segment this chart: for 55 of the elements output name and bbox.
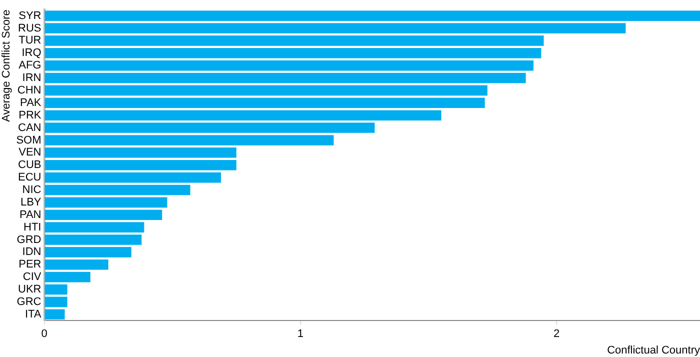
y-tick-label: CIV <box>22 271 42 284</box>
y-tick-label: CUB <box>18 159 42 172</box>
bar <box>44 247 132 258</box>
y-tick-label: IDN <box>22 246 42 258</box>
bar <box>44 60 534 71</box>
y-tick-label: GRC <box>16 296 42 308</box>
y-tick-label: IRN <box>22 72 42 84</box>
y-tick-label: IRQ <box>22 47 42 60</box>
bar <box>44 309 65 320</box>
y-tick-label: RUS <box>18 22 42 34</box>
bar <box>44 234 142 245</box>
y-tick-label: CAN <box>18 122 42 134</box>
y-tick-label: LBY <box>20 196 42 208</box>
bar <box>44 296 68 308</box>
bar <box>44 160 236 170</box>
y-tick-label: PAK <box>20 96 42 109</box>
y-tick-label: VEN <box>18 146 42 159</box>
bar <box>44 222 144 232</box>
y-axis-title: Average Conflict Score <box>0 10 13 122</box>
bar <box>44 23 626 34</box>
bar <box>44 172 221 183</box>
bar <box>44 272 90 282</box>
y-tick-label: HTI <box>24 221 42 234</box>
bar <box>44 98 485 108</box>
bar <box>44 110 442 120</box>
bar <box>44 48 542 58</box>
y-tick-label: PRK <box>18 109 42 122</box>
y-tick-label: AFG <box>18 60 42 72</box>
bar <box>44 36 544 46</box>
bar <box>44 148 236 158</box>
bar <box>44 197 168 208</box>
bar <box>44 85 488 96</box>
bar <box>44 122 375 133</box>
x-tick-label: 1 <box>297 328 304 340</box>
bar <box>44 184 190 196</box>
x-tick-label: 2 <box>553 328 560 340</box>
bar <box>44 10 700 21</box>
bar <box>44 210 162 220</box>
y-tick-label: PER <box>18 258 42 271</box>
bar <box>44 284 68 295</box>
y-tick-label: SOM <box>16 134 42 146</box>
y-tick-label: ITA <box>24 308 42 320</box>
y-tick-label: NIC <box>22 184 42 196</box>
bar <box>44 72 526 84</box>
bar <box>44 135 334 146</box>
y-tick-label: GRD <box>16 234 42 246</box>
y-tick-label: UKR <box>18 284 42 296</box>
y-tick-label: PAN <box>19 208 42 221</box>
y-tick-label: TUR <box>18 34 42 47</box>
x-tick-label: 0 <box>41 328 48 340</box>
y-tick-label: SYR <box>18 10 42 22</box>
y-tick-label: ECU <box>18 172 42 184</box>
x-axis-title: Conflictual Country <box>607 344 700 356</box>
bar <box>44 259 108 270</box>
y-tick-label: CHN <box>17 84 42 96</box>
